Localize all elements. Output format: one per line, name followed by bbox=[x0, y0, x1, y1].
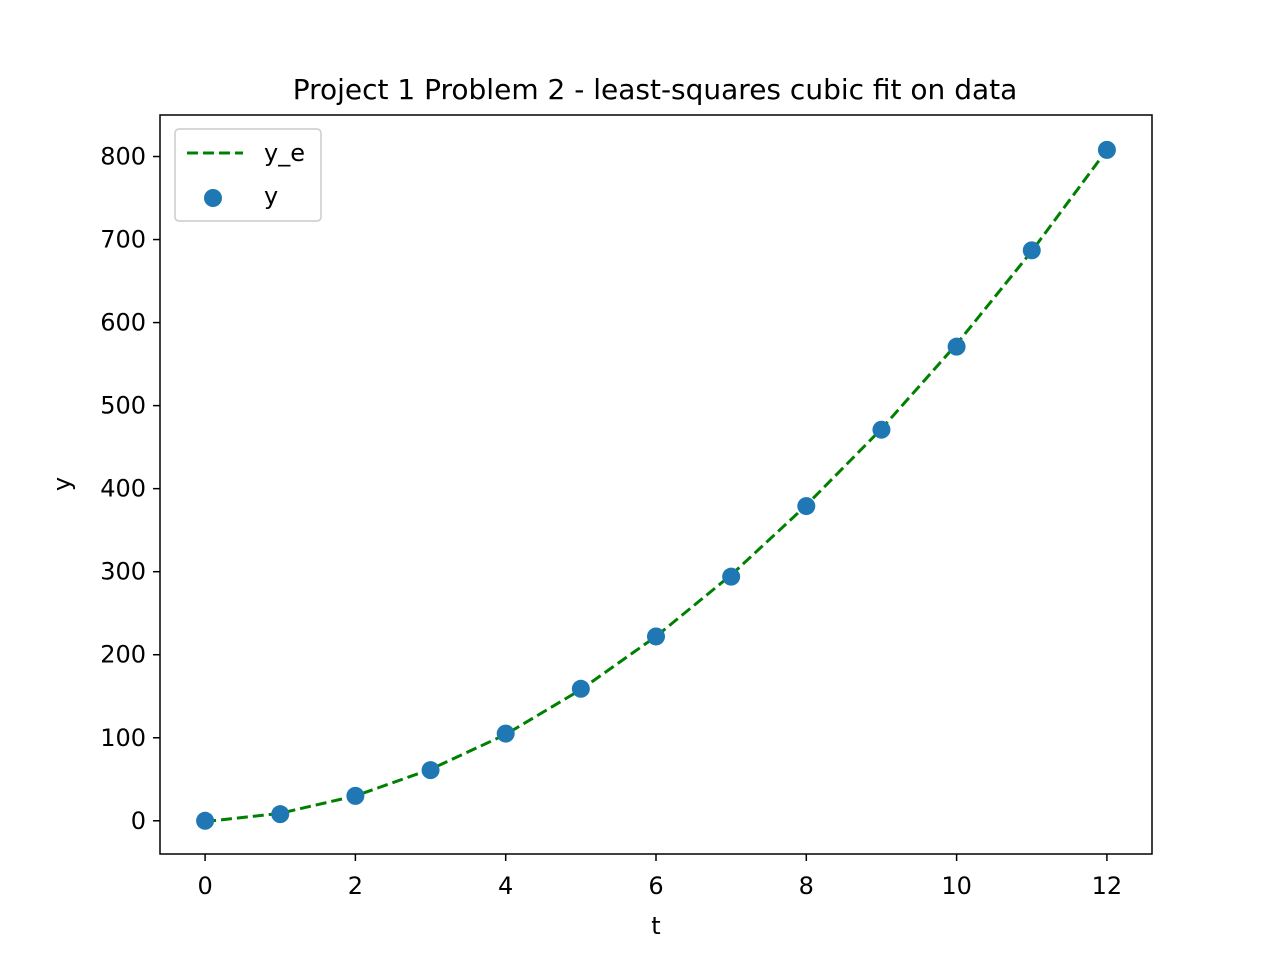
y-tick-label: 800 bbox=[100, 143, 146, 171]
y-tick-label: 500 bbox=[100, 392, 146, 420]
legend-label-y_e: y_e bbox=[264, 139, 305, 167]
x-tick-label: 12 bbox=[1092, 872, 1123, 900]
x-axis-ticks: 0 2 4 6 8 10 12 bbox=[197, 854, 1122, 900]
scatter-point-y bbox=[872, 420, 891, 439]
y-axis-ticks: 0 100 200 300 400 500 600 700 800 bbox=[100, 143, 160, 835]
x-axis-label: t bbox=[651, 912, 660, 940]
legend-marker-swatch bbox=[204, 189, 222, 207]
scatter-point-y bbox=[1097, 140, 1116, 159]
scatter-point-y bbox=[421, 761, 440, 780]
scatter-point-y bbox=[797, 497, 816, 516]
x-tick-label: 10 bbox=[941, 872, 972, 900]
x-tick-label: 6 bbox=[648, 872, 663, 900]
y-tick-label: 700 bbox=[100, 226, 146, 254]
y-tick-label: 300 bbox=[100, 558, 146, 586]
y-tick-label: 200 bbox=[100, 641, 146, 669]
legend-label-y: y bbox=[264, 182, 278, 210]
x-tick-label: 4 bbox=[498, 872, 513, 900]
y-tick-label: 600 bbox=[100, 309, 146, 337]
legend: y_e y bbox=[174, 128, 322, 222]
y-tick-label: 0 bbox=[131, 807, 146, 835]
x-tick-label: 2 bbox=[348, 872, 363, 900]
y-tick-label: 100 bbox=[100, 724, 146, 752]
scatter-point-y bbox=[647, 627, 665, 646]
plot-area bbox=[160, 115, 1152, 854]
scatter-point-y bbox=[1022, 241, 1041, 260]
scatter-point-y bbox=[571, 679, 590, 698]
y-axis-label: y bbox=[48, 477, 76, 491]
x-tick-label: 0 bbox=[197, 872, 212, 900]
chart-title: Project 1 Problem 2 - least-squares cubi… bbox=[293, 73, 1018, 106]
plot-frame bbox=[159, 114, 1153, 855]
scatter-point-y bbox=[947, 337, 966, 356]
scatter-point-y bbox=[196, 811, 215, 830]
scatter-point-y bbox=[496, 724, 515, 743]
x-tick-label: 8 bbox=[799, 872, 814, 900]
series-layer bbox=[196, 140, 1116, 830]
scatter-point-y bbox=[271, 805, 290, 824]
scatter-point-y bbox=[722, 567, 741, 586]
y-tick-label: 400 bbox=[100, 475, 146, 503]
scatter-point-y bbox=[346, 786, 365, 805]
